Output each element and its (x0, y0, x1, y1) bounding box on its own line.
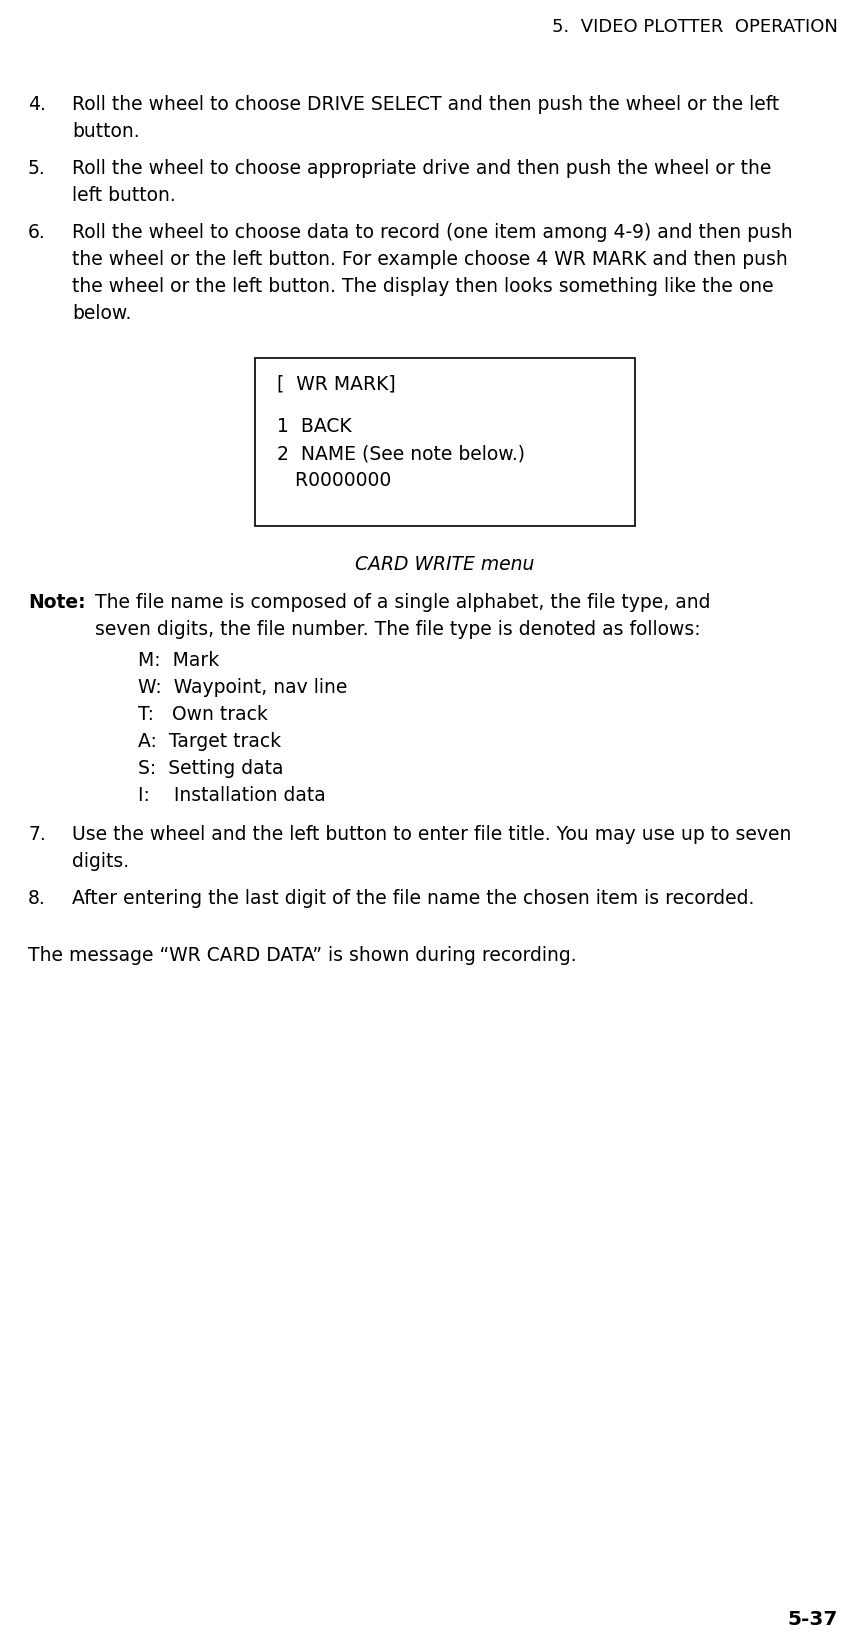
Text: I:    Installation data: I: Installation data (138, 785, 326, 805)
Text: Use the wheel and the left button to enter file title. You may use up to seven: Use the wheel and the left button to ent… (72, 824, 792, 844)
Text: W:  Waypoint, nav line: W: Waypoint, nav line (138, 677, 347, 697)
Text: below.: below. (72, 304, 132, 323)
Text: digits.: digits. (72, 852, 129, 870)
Text: A:  Target track: A: Target track (138, 731, 281, 751)
Text: the wheel or the left button. The display then looks something like the one: the wheel or the left button. The displa… (72, 277, 774, 295)
Text: S:  Setting data: S: Setting data (138, 759, 284, 777)
Text: R0000000: R0000000 (277, 470, 392, 490)
Text: 5.  VIDEO PLOTTER  OPERATION: 5. VIDEO PLOTTER OPERATION (552, 18, 838, 36)
Text: T:   Own track: T: Own track (138, 705, 268, 723)
Text: 5.: 5. (28, 158, 46, 178)
Text: Roll the wheel to choose data to record (one item among 4-9) and then push: Roll the wheel to choose data to record … (72, 224, 793, 242)
Text: the wheel or the left button. For example choose 4 WR MARK and then push: the wheel or the left button. For exampl… (72, 250, 787, 269)
Text: M:  Mark: M: Mark (138, 651, 219, 669)
Text: 1  BACK: 1 BACK (277, 416, 351, 436)
Text: Note:: Note: (28, 592, 86, 612)
Text: 7.: 7. (28, 824, 46, 844)
Text: CARD WRITE menu: CARD WRITE menu (356, 555, 534, 574)
Text: 5-37: 5-37 (787, 1609, 838, 1629)
Text: button.: button. (72, 122, 139, 140)
Text: Roll the wheel to choose DRIVE SELECT and then push the wheel or the left: Roll the wheel to choose DRIVE SELECT an… (72, 95, 779, 114)
Text: The message “WR CARD DATA” is shown during recording.: The message “WR CARD DATA” is shown duri… (28, 945, 576, 965)
Text: The file name is composed of a single alphabet, the file type, and: The file name is composed of a single al… (95, 592, 711, 612)
Text: [  WR MARK]: [ WR MARK] (277, 375, 396, 393)
Text: 2  NAME (See note below.): 2 NAME (See note below.) (277, 444, 525, 463)
Text: 6.: 6. (28, 224, 46, 242)
Text: Roll the wheel to choose appropriate drive and then push the wheel or the: Roll the wheel to choose appropriate dri… (72, 158, 771, 178)
Text: seven digits, the file number. The file type is denoted as follows:: seven digits, the file number. The file … (95, 620, 700, 638)
Text: After entering the last digit of the file name the chosen item is recorded.: After entering the last digit of the fil… (72, 888, 754, 907)
Bar (255, 359, 635, 527)
Text: 4.: 4. (28, 95, 46, 114)
Text: 8.: 8. (28, 888, 46, 907)
Text: left button.: left button. (72, 186, 176, 206)
